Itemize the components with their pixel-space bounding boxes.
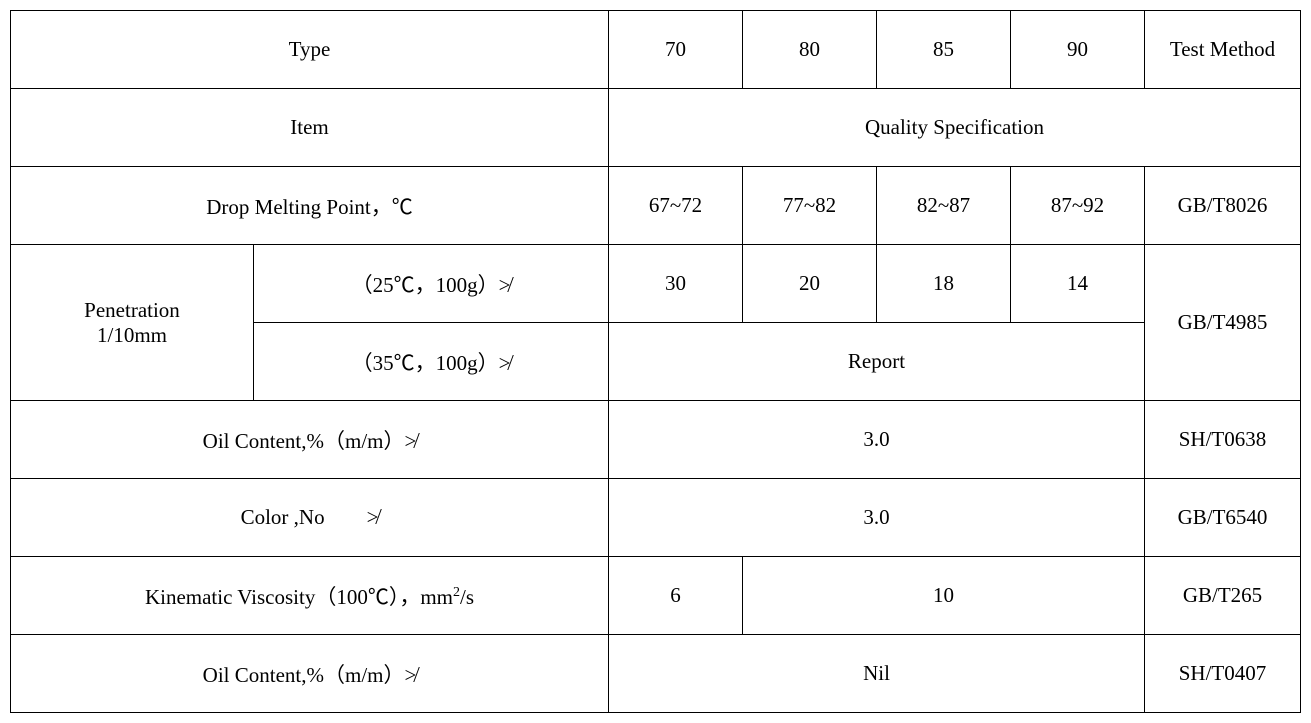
cell-penetration-35: （35℃，100g）≯ <box>254 323 609 401</box>
cell-pen25-80: 20 <box>743 245 877 323</box>
cell-oil1-value: 3.0 <box>609 401 1145 479</box>
cell-color-method: GB/T6540 <box>1145 479 1301 557</box>
table-row: Color ,No ≯ 3.0 GB/T6540 <box>11 479 1301 557</box>
cell-oil2-value: Nil <box>609 635 1145 713</box>
cell-pen25-85: 18 <box>877 245 1011 323</box>
cell-oil2-method: SH/T0407 <box>1145 635 1301 713</box>
cell-penetration-25: （25℃，100g）≯ <box>254 245 609 323</box>
table-row: Oil Content,%（m/m）≯ 3.0 SH/T0638 <box>11 401 1301 479</box>
cell-pen35-report: Report <box>609 323 1145 401</box>
cell-penetration-label: Penetration 1/10mm <box>11 245 254 401</box>
table-row: Penetration 1/10mm （25℃，100g）≯ 30 20 18 … <box>11 245 1301 323</box>
penetration-line1: Penetration <box>84 298 180 322</box>
cell-color-value: 3.0 <box>609 479 1145 557</box>
cell-oil1-label: Oil Content,%（m/m）≯ <box>11 401 609 479</box>
cell-oil1-method: SH/T0638 <box>1145 401 1301 479</box>
cell-type-label: Type <box>11 11 609 89</box>
cell-kinematic-v2: 10 <box>743 557 1145 635</box>
spec-table: Type 70 80 85 90 Test Method Item Qualit… <box>10 10 1301 713</box>
kinematic-sup: 2 <box>453 585 460 600</box>
cell-pen25-90: 14 <box>1011 245 1145 323</box>
cell-drop-70: 67~72 <box>609 167 743 245</box>
cell-kinematic-v1: 6 <box>609 557 743 635</box>
cell-col-85: 85 <box>877 11 1011 89</box>
cell-col-70: 70 <box>609 11 743 89</box>
cell-oil2-label: Oil Content,%（m/m）≯ <box>11 635 609 713</box>
cell-kinematic-label: Kinematic Viscosity（100℃），mm2/s <box>11 557 609 635</box>
cell-quality-spec: Quality Specification <box>609 89 1301 167</box>
cell-col-80: 80 <box>743 11 877 89</box>
cell-drop-method: GB/T8026 <box>1145 167 1301 245</box>
table-row: Oil Content,%（m/m）≯ Nil SH/T0407 <box>11 635 1301 713</box>
cell-color-label: Color ,No ≯ <box>11 479 609 557</box>
cell-pen25-70: 30 <box>609 245 743 323</box>
table-row: Kinematic Viscosity（100℃），mm2/s 6 10 GB/… <box>11 557 1301 635</box>
cell-drop-label: Drop Melting Point，℃ <box>11 167 609 245</box>
penetration-line2: 1/10mm <box>97 323 167 347</box>
cell-drop-90: 87~92 <box>1011 167 1145 245</box>
cell-kinematic-method: GB/T265 <box>1145 557 1301 635</box>
cell-test-method: Test Method <box>1145 11 1301 89</box>
kinematic-post: /s <box>460 585 474 609</box>
cell-item-label: Item <box>11 89 609 167</box>
cell-drop-85: 82~87 <box>877 167 1011 245</box>
table-row: Drop Melting Point，℃ 67~72 77~82 82~87 8… <box>11 167 1301 245</box>
kinematic-pre: Kinematic Viscosity（100℃），mm <box>145 585 453 609</box>
table-row: Item Quality Specification <box>11 89 1301 167</box>
cell-col-90: 90 <box>1011 11 1145 89</box>
cell-penetration-method: GB/T4985 <box>1145 245 1301 401</box>
table-row: Type 70 80 85 90 Test Method <box>11 11 1301 89</box>
cell-drop-80: 77~82 <box>743 167 877 245</box>
